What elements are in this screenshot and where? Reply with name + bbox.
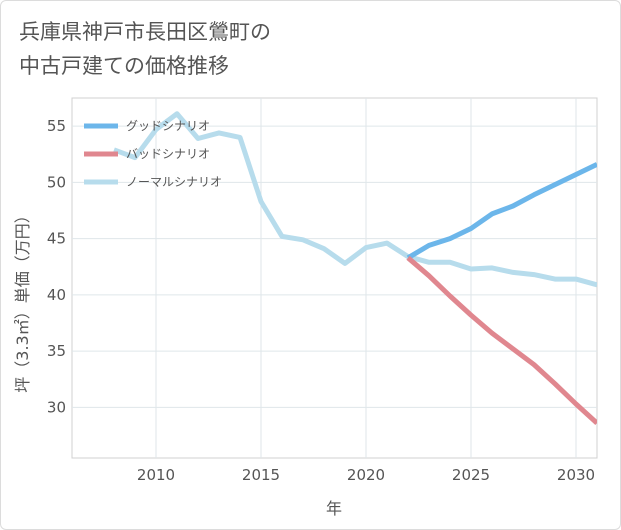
chart-title: 兵庫県神戸市長田区鶯町の 中古戸建ての価格推移 <box>19 15 271 83</box>
y-tick-label: 45 <box>47 230 66 248</box>
y-tick-label: 55 <box>47 117 66 135</box>
plot-area <box>71 97 598 459</box>
chart-title-line2: 中古戸建ての価格推移 <box>19 54 229 78</box>
legend-bad-label: バッドシナリオ <box>126 147 210 161</box>
x-tick-label: 2030 <box>557 466 595 484</box>
chart-title-line1: 兵庫県神戸市長田区鶯町の <box>19 20 271 44</box>
legend-normal-label: ノーマルシナリオ <box>126 175 222 189</box>
x-axis-label: 年 <box>326 499 342 518</box>
x-tick-label: 2025 <box>452 466 490 484</box>
good-scenario-line <box>406 162 597 260</box>
x-tick-label: 2020 <box>347 466 385 484</box>
y-tick-label: 40 <box>47 286 66 304</box>
tick-labels: 2010 2015 2020 2025 2030 30 35 40 45 50 55 <box>47 117 595 484</box>
y-tick-label: 50 <box>47 173 66 191</box>
series-layer <box>113 111 597 425</box>
y-tick-label: 30 <box>47 398 66 416</box>
bad-scenario-line <box>406 255 597 425</box>
x-tick-label: 2015 <box>242 466 280 484</box>
y-tick-label: 35 <box>47 342 66 360</box>
legend-good-label: グッドシナリオ <box>126 119 210 133</box>
normal-scenario-line <box>113 111 597 288</box>
grid-lines <box>72 98 597 458</box>
x-tick-label: 2010 <box>137 466 175 484</box>
y-axis-label: 坪（3.3㎡）単価（万円） <box>13 207 32 392</box>
